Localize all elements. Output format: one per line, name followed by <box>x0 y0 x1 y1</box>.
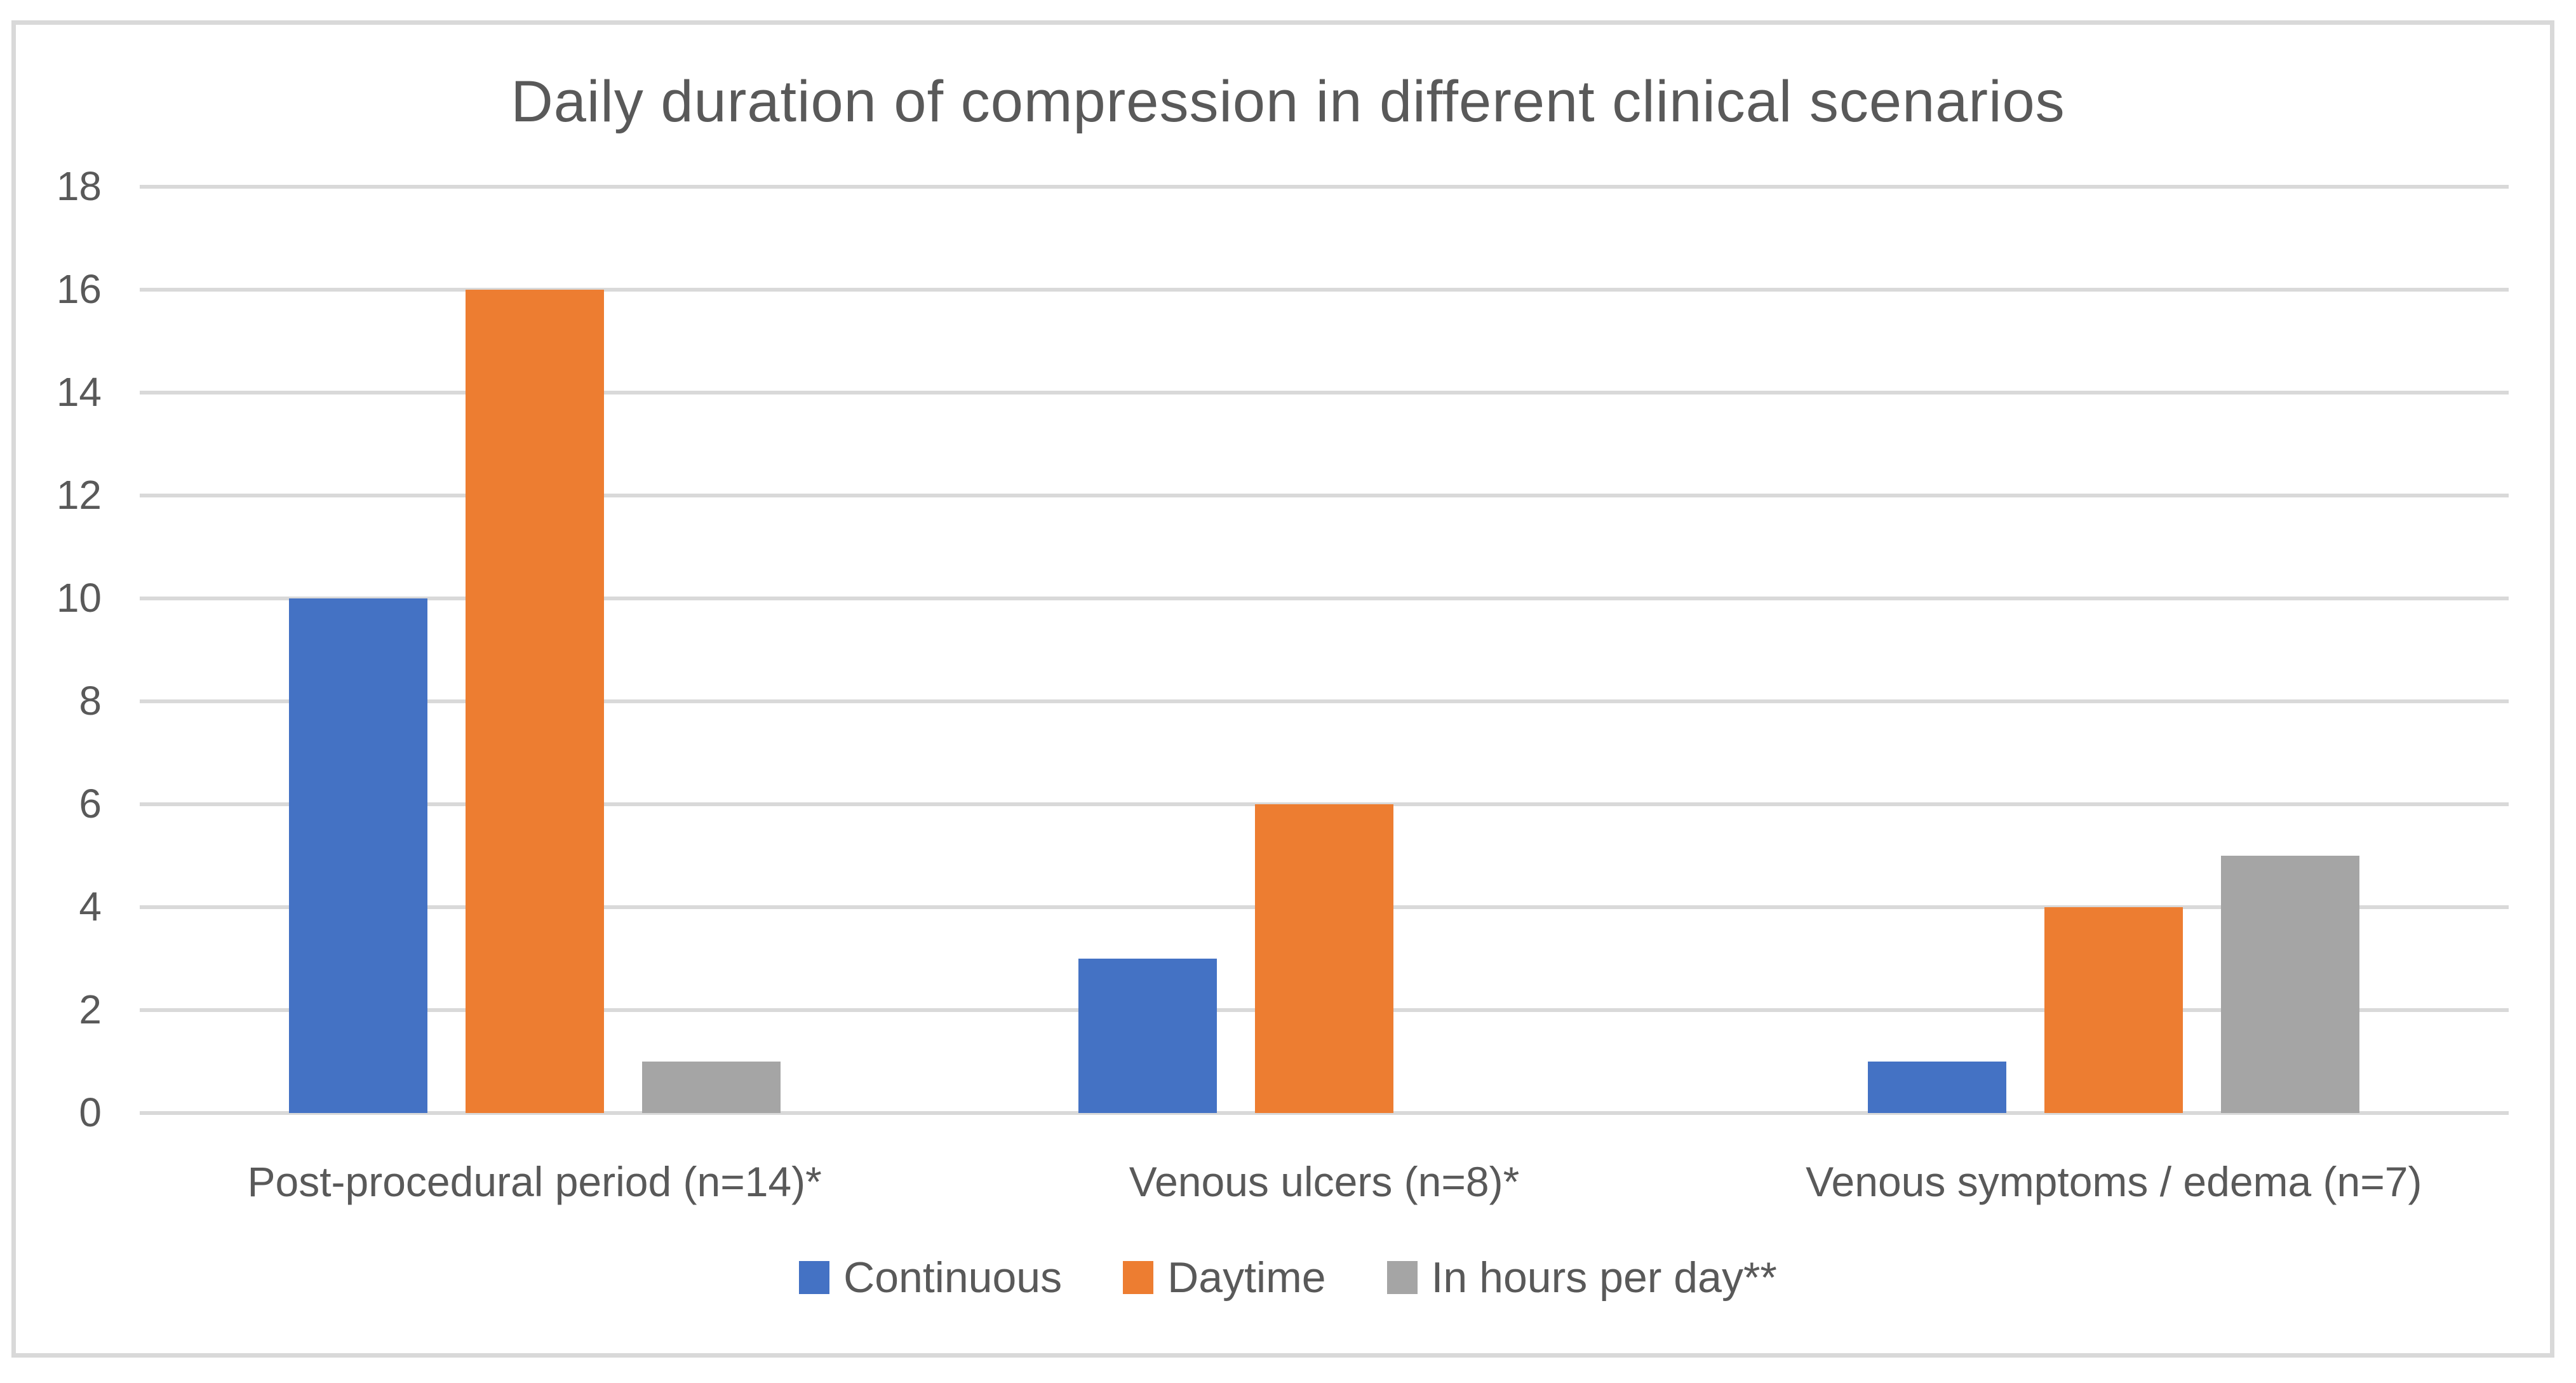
bar-continuous <box>1078 959 1217 1113</box>
y-tick-label: 12 <box>56 472 102 518</box>
legend-label-daytime: Daytime <box>1167 1253 1326 1302</box>
legend-item: Daytime <box>1123 1253 1326 1302</box>
gridline <box>140 597 2509 600</box>
chart-frame <box>11 20 2554 1358</box>
bar-continuous <box>288 598 427 1113</box>
bar-continuous <box>1868 1062 2007 1113</box>
legend-item: In hours per day** <box>1386 1253 1777 1302</box>
y-tick-label: 14 <box>56 369 102 415</box>
y-tick-label: 6 <box>79 781 102 826</box>
legend-item: Continuous <box>799 1253 1062 1302</box>
gridline <box>140 699 2509 703</box>
y-tick-label: 16 <box>56 266 102 312</box>
bar-daytime <box>2044 907 2184 1113</box>
gridline <box>140 288 2509 292</box>
gridline <box>140 1111 2509 1115</box>
y-tick-label: 4 <box>79 884 102 929</box>
legend-label-continuous: Continuous <box>843 1253 1063 1302</box>
y-tick-label: 18 <box>56 163 102 209</box>
y-tick-label: 8 <box>79 678 102 724</box>
bar-daytime <box>465 290 604 1113</box>
gridline <box>140 391 2509 395</box>
y-tick-label: 0 <box>79 1090 102 1135</box>
category-group <box>140 187 929 1113</box>
y-tick-label: 2 <box>79 987 102 1032</box>
gridline <box>140 494 2509 497</box>
bar-in-hours-per-day <box>641 1062 781 1113</box>
bar-daytime <box>1254 804 1393 1113</box>
plot-area <box>140 185 2509 1115</box>
category-label: Venous ulcers (n=8)* <box>1129 1158 1520 1205</box>
category-group <box>929 187 1719 1113</box>
gridline <box>140 185 2509 189</box>
legend-label-in-hours-per-day: In hours per day** <box>1431 1253 1777 1302</box>
bar-in-hours-per-day <box>2221 856 2360 1113</box>
category-label: Post-procedural period (n=14)* <box>247 1158 822 1205</box>
legend-swatch-daytime <box>1123 1261 1154 1294</box>
category-group <box>1719 187 2509 1113</box>
legend: Continuous Daytime In hours per day** <box>0 1253 2576 1302</box>
legend-swatch-in-hours-per-day <box>1386 1261 1418 1294</box>
y-tick-label: 10 <box>56 575 102 621</box>
legend-swatch-continuous <box>799 1261 830 1294</box>
chart-title: Daily duration of compression in differe… <box>511 69 2065 134</box>
category-label: Venous symptoms / edema (n=7) <box>1806 1158 2422 1205</box>
